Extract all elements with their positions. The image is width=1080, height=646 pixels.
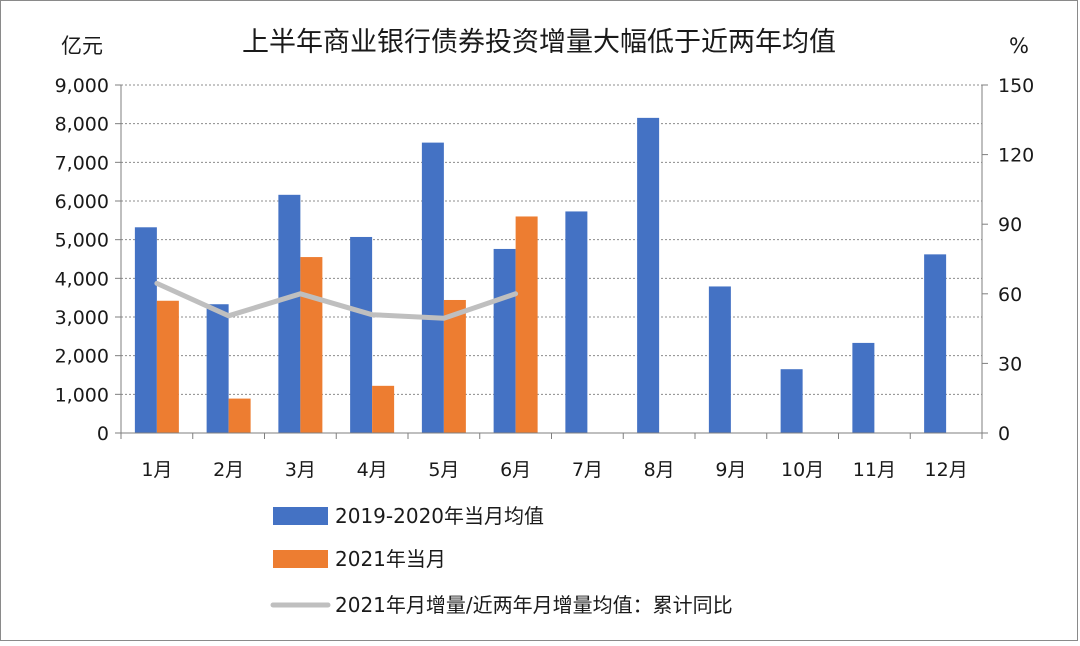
bar-avg-2019-2020: [350, 236, 373, 433]
bar-month-2021: [515, 216, 538, 433]
x-tick-label: 10月: [781, 459, 824, 481]
bar-month-2021: [372, 385, 395, 433]
bar-avg-2019-2020: [278, 194, 301, 433]
right-tick-label: 90: [998, 214, 1022, 236]
left-tick-label: 9,000: [55, 75, 109, 97]
right-tick-label: 60: [998, 284, 1022, 306]
x-tick-label: 5月: [428, 459, 459, 481]
bar-month-2021: [300, 257, 323, 433]
bar-avg-2019-2020: [206, 304, 229, 433]
right-tick-label: 0: [998, 423, 1010, 445]
x-tick-label: 1月: [141, 459, 172, 481]
bar-avg-2019-2020: [565, 211, 588, 433]
right-tick-label: 30: [998, 353, 1022, 375]
x-tick-label: 3月: [285, 459, 316, 481]
bar-avg-2019-2020: [780, 369, 803, 433]
left-tick-label: 0: [97, 423, 109, 445]
x-tick-label: 7月: [572, 459, 603, 481]
gridlines: [121, 84, 982, 395]
legend: 2019-2020年当月均值 2021年当月 2021年月增量/近两年月增量均值：累…: [270, 504, 733, 617]
x-tick-label: 2月: [213, 459, 244, 481]
right-axis-ticks: 0 30 60 90 120 150: [998, 75, 1034, 445]
left-tick-label: 7,000: [55, 152, 109, 174]
bar-avg-2019-2020: [708, 286, 731, 433]
x-tick-label: 11月: [853, 459, 896, 481]
left-tick-label: 2,000: [55, 346, 109, 368]
left-axis-ticks: 0 1,000 2,000 3,000 4,000 5,000 6,000 7,000 8,00…: [55, 75, 109, 445]
legend-label: 2021年当月: [335, 547, 446, 571]
bar-avg-2019-2020: [637, 117, 660, 433]
right-axis-unit: %: [1009, 34, 1029, 58]
left-tick-label: 3,000: [55, 307, 109, 329]
ratio-line: [154, 280, 519, 321]
x-tick-label: 4月: [357, 459, 388, 481]
right-tick-label: 150: [998, 75, 1034, 97]
bar-avg-2019-2020: [852, 342, 875, 433]
left-tick-label: 1,000: [55, 384, 109, 406]
left-axis-unit: 亿元: [61, 34, 103, 58]
x-axis-ticks: 1月 2月 3月 4月 5月 6月 7月 8月 9月 10月 11月 12月: [141, 459, 967, 481]
bar-month-2021: [156, 300, 179, 433]
left-tick-label: 5,000: [55, 230, 109, 252]
legend-label: 2021年月增量/近两年月增量均值：累计同比: [335, 593, 733, 617]
left-tick-label: 4,000: [55, 268, 109, 290]
left-tick-label: 6,000: [55, 191, 109, 213]
bar-avg-2019-2020: [924, 254, 947, 433]
right-tick-label: 120: [998, 145, 1034, 167]
legend-swatch: [273, 507, 328, 525]
bars: [134, 117, 947, 433]
chart-title: 上半年商业银行债券投资增量大幅低于近两年均值: [242, 27, 836, 58]
x-tick-label: 9月: [715, 459, 746, 481]
left-tick-label: 8,000: [55, 114, 109, 136]
bar-month-2021: [228, 398, 251, 433]
axes: [115, 84, 988, 439]
bar-avg-2019-2020: [493, 248, 516, 433]
bar-avg-2019-2020: [421, 142, 444, 433]
legend-label: 2019-2020年当月均值: [335, 504, 544, 528]
x-tick-label: 8月: [644, 459, 675, 481]
legend-swatch: [273, 550, 328, 568]
bar-month-2021: [443, 299, 466, 433]
bar-avg-2019-2020: [134, 227, 157, 433]
x-tick-label: 6月: [500, 459, 531, 481]
ratio-line-path: [154, 280, 519, 321]
x-tick-label: 12月: [925, 459, 968, 481]
